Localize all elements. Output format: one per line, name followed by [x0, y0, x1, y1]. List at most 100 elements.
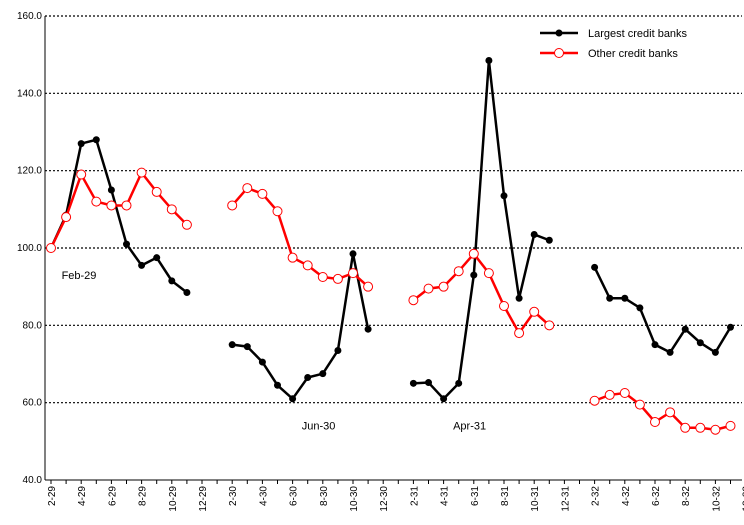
- x-tick-label: 12-32: [742, 486, 744, 512]
- marker: [711, 348, 719, 356]
- marker: [348, 268, 358, 279]
- marker: [470, 271, 478, 279]
- y-tick-label: 160.0: [17, 11, 42, 22]
- marker: [589, 395, 600, 406]
- marker: [304, 374, 312, 382]
- y-tick-label: 120.0: [17, 166, 42, 177]
- marker: [621, 294, 629, 302]
- x-tick-label: 10-31: [530, 486, 541, 512]
- marker: [408, 295, 419, 306]
- marker: [665, 407, 676, 418]
- marker: [287, 252, 298, 263]
- marker: [334, 346, 342, 354]
- marker: [651, 341, 659, 349]
- marker: [636, 304, 644, 312]
- marker: [302, 260, 313, 271]
- marker: [606, 294, 614, 302]
- x-tick-label: 8-29: [138, 486, 149, 506]
- x-tick-label: 6-31: [470, 486, 481, 506]
- x-tick-label: 4-29: [77, 486, 88, 506]
- marker: [453, 266, 464, 277]
- marker: [107, 186, 115, 194]
- marker: [409, 379, 417, 387]
- marker: [92, 136, 100, 144]
- marker: [257, 188, 268, 199]
- marker: [317, 272, 328, 282]
- x-tick-label: 2-29: [47, 486, 58, 506]
- marker: [423, 283, 434, 294]
- marker: [591, 263, 599, 271]
- y-tick-label: 60.0: [23, 398, 43, 409]
- x-tick-label: 2-30: [228, 486, 239, 506]
- x-tick-label: 6-32: [651, 486, 662, 506]
- x-tick-label: 2-32: [591, 486, 602, 506]
- marker: [515, 294, 523, 302]
- marker: [228, 341, 236, 349]
- marker: [438, 281, 449, 292]
- marker: [696, 339, 704, 347]
- x-tick-label: 2-31: [409, 486, 420, 506]
- marker: [166, 204, 177, 215]
- marker: [680, 422, 691, 433]
- marker: [61, 212, 72, 223]
- marker: [483, 268, 494, 279]
- series-line: [231, 186, 369, 288]
- marker: [138, 261, 146, 269]
- marker: [181, 219, 192, 230]
- series-line: [594, 391, 731, 432]
- marker: [725, 420, 736, 431]
- marker: [76, 169, 87, 180]
- series-line: [593, 266, 732, 355]
- marker: [106, 200, 117, 211]
- marker: [650, 417, 660, 427]
- marker: [485, 56, 493, 64]
- marker: [710, 424, 721, 435]
- marker: [121, 200, 132, 211]
- marker: [604, 389, 615, 400]
- y-tick-label: 80.0: [23, 320, 43, 331]
- marker: [151, 186, 162, 197]
- marker: [332, 273, 343, 284]
- marker: [272, 206, 283, 217]
- legend-label: Largest credit banks: [588, 28, 688, 40]
- series-line: [413, 60, 550, 401]
- marker: [274, 381, 281, 389]
- legend-box: [530, 20, 730, 68]
- y-tick-label: 40.0: [23, 475, 43, 486]
- x-tick-label: 6-30: [289, 486, 300, 506]
- legend-marker: [554, 48, 564, 58]
- marker: [91, 196, 102, 207]
- marker: [364, 325, 372, 333]
- annotation: Feb-29: [62, 270, 97, 282]
- x-tick-label: 10-32: [711, 486, 722, 512]
- marker: [242, 183, 253, 194]
- marker: [243, 343, 251, 351]
- marker: [153, 254, 161, 262]
- marker: [681, 325, 689, 333]
- x-tick-label: 8-32: [681, 486, 692, 506]
- x-tick-label: 12-30: [379, 486, 390, 512]
- x-tick-label: 8-31: [500, 486, 511, 506]
- marker: [168, 277, 176, 285]
- marker: [425, 379, 432, 387]
- marker: [455, 379, 463, 387]
- legend-label: Other credit banks: [588, 48, 678, 60]
- marker: [634, 399, 645, 410]
- x-tick-label: 12-29: [198, 486, 209, 512]
- marker: [440, 395, 448, 403]
- marker: [695, 422, 706, 433]
- x-tick-label: 12-31: [560, 486, 571, 512]
- legend-marker: [555, 29, 563, 37]
- y-tick-label: 140.0: [17, 88, 42, 99]
- marker: [544, 320, 555, 331]
- x-tick-label: 8-30: [319, 486, 330, 506]
- series-line: [49, 170, 188, 249]
- y-tick-label: 100.0: [17, 243, 42, 254]
- x-tick-label: 4-31: [440, 486, 451, 506]
- marker: [666, 348, 674, 356]
- marker: [289, 395, 297, 403]
- annotation: Jun-30: [302, 421, 336, 433]
- marker: [136, 167, 147, 178]
- marker: [227, 200, 238, 211]
